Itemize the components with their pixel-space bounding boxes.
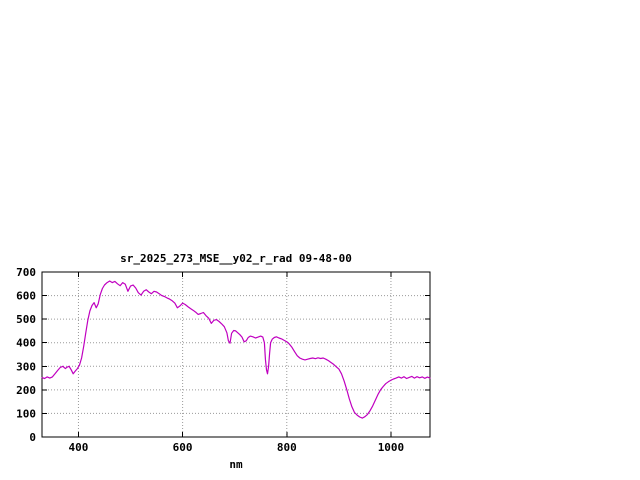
plot-border: [41, 271, 431, 438]
x-tick-label: 600: [173, 441, 193, 454]
x-tick-label: 800: [277, 441, 297, 454]
y-tick-label: 0: [29, 431, 36, 444]
spectrum-line: [41, 280, 431, 419]
x-tick-label: 1000: [378, 441, 405, 454]
y-tick-label: 200: [16, 384, 36, 397]
y-tick-label: 500: [16, 313, 36, 326]
y-tick-label: 600: [16, 290, 36, 303]
x-axis-label: nm: [229, 458, 243, 471]
chart-title: sr_2025_273_MSE__y02_r_rad 09-48-00: [120, 252, 352, 265]
y-tick-label: 100: [16, 407, 36, 420]
y-tick-label: 700: [16, 266, 36, 279]
y-tick-label: 400: [16, 337, 36, 350]
y-tick-label: 300: [16, 360, 36, 373]
x-tick-label: 400: [69, 441, 89, 454]
